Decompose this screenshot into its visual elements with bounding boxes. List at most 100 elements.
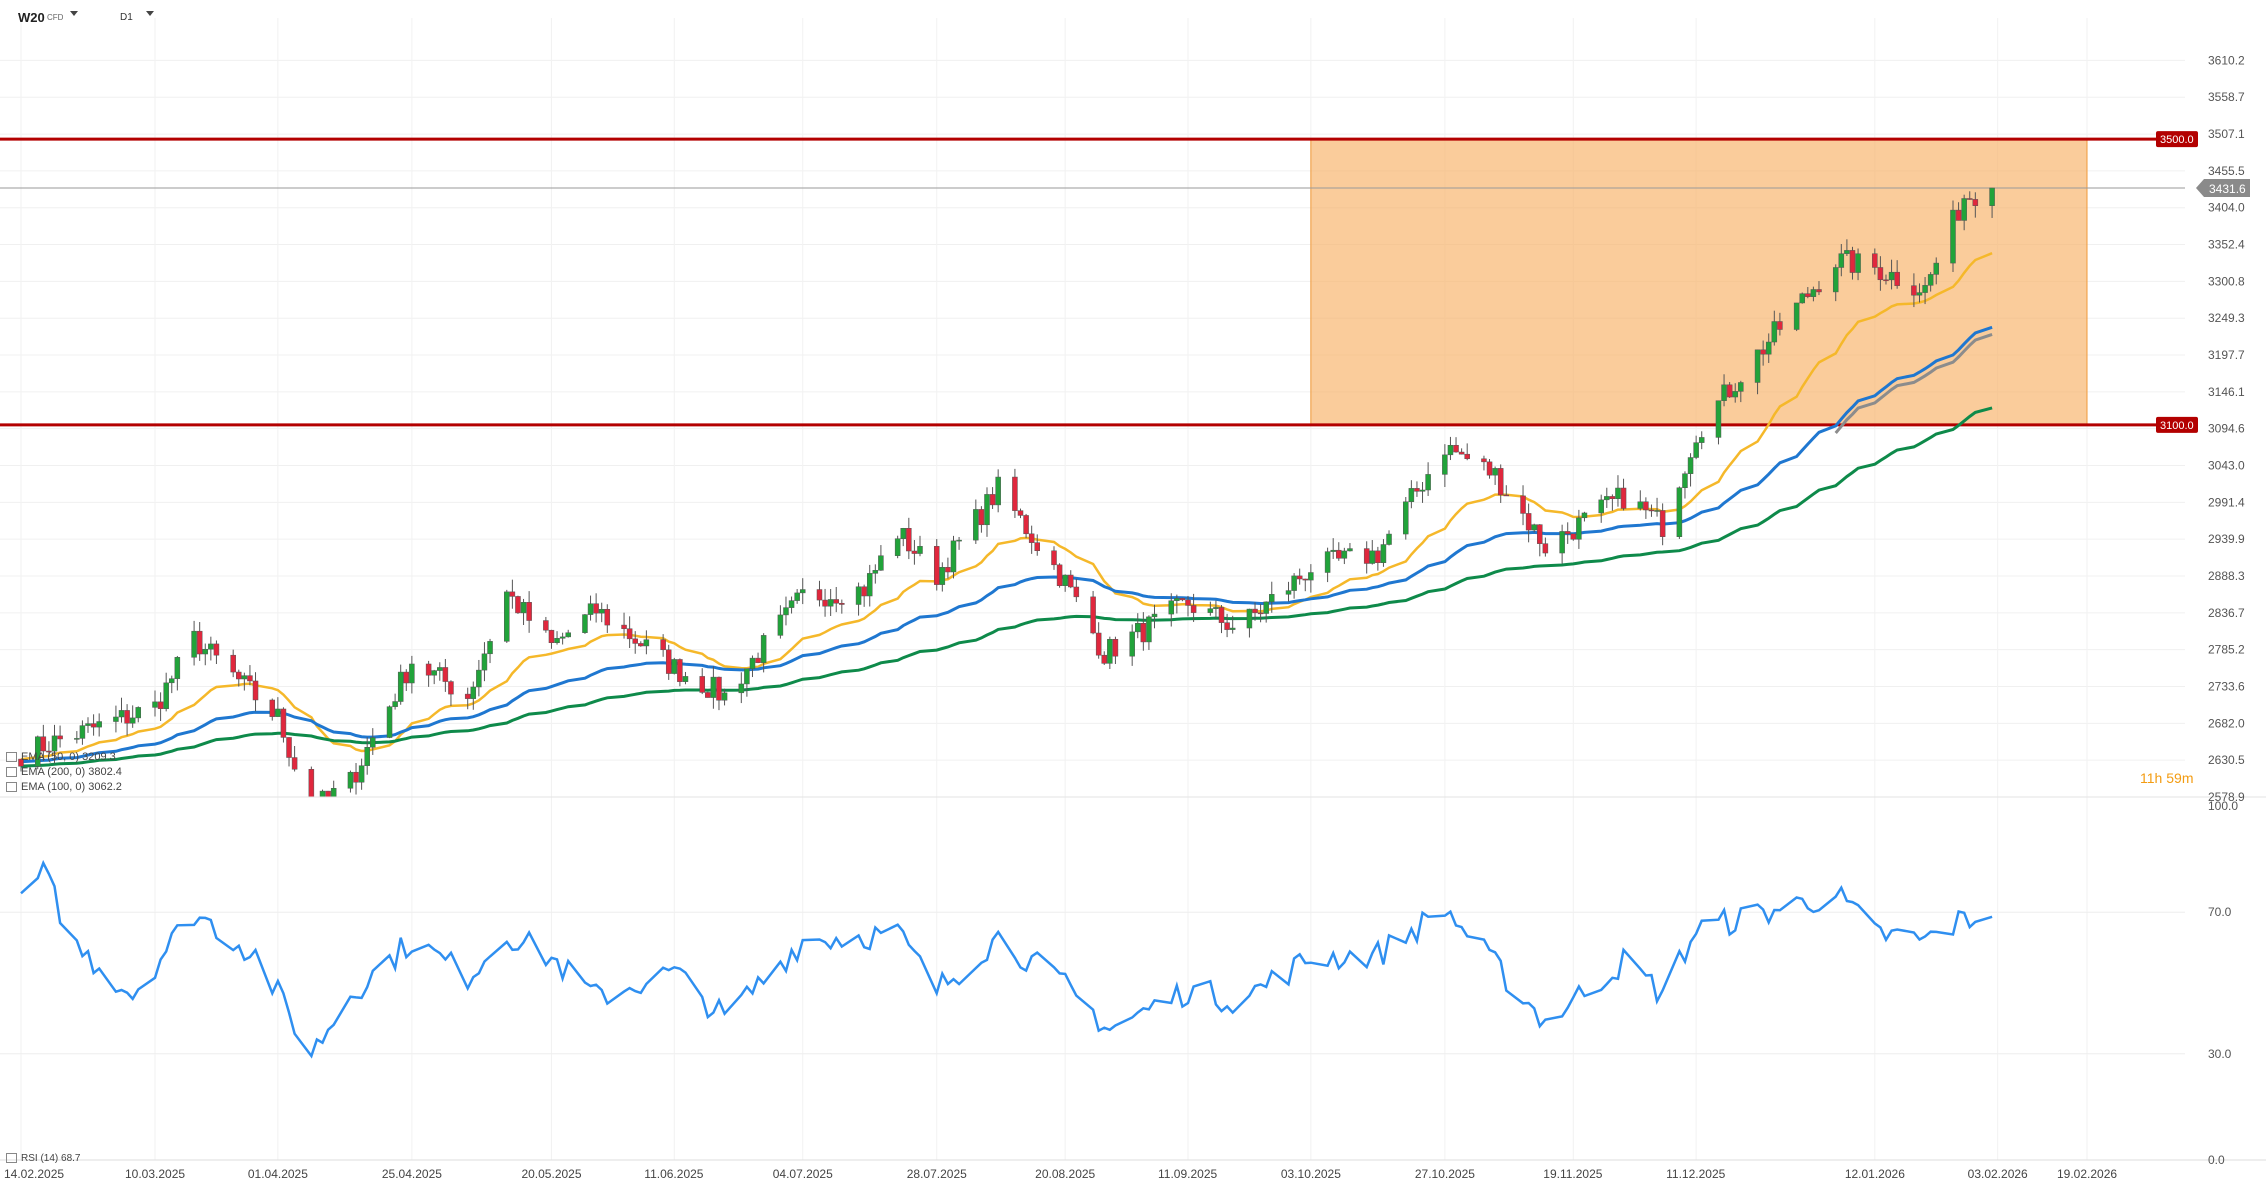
candle-body (665, 649, 672, 674)
legend-rsi-text: RSI (14) 68.7 (21, 1153, 81, 1164)
candle-body (1816, 289, 1822, 293)
candle-body (1888, 271, 1895, 281)
candle-body (1135, 623, 1141, 633)
legend-ema2[interactable]: EMA (200, 0) 3802.4 (6, 766, 122, 778)
countdown-h-unit: h (2154, 770, 2163, 786)
symbol-dropdown-icon[interactable] (70, 11, 78, 16)
candle-body (1542, 543, 1549, 554)
candle-body (995, 476, 1001, 506)
candle-body (660, 639, 666, 651)
y-tick-label: 3094.6 (2208, 422, 2245, 436)
indicator-settings-icon[interactable] (6, 752, 17, 763)
x-tick-label: 01.04.2025 (248, 1167, 308, 1181)
candle-body (1559, 531, 1565, 554)
candle-body (397, 671, 404, 702)
candle-body (1654, 510, 1660, 512)
candle-body (515, 596, 521, 614)
candle-body (777, 614, 784, 636)
candle-body (1140, 623, 1147, 643)
candle-body (124, 710, 130, 724)
symbol-type: CFD (47, 13, 64, 22)
candle-body (46, 750, 52, 753)
candle-body (710, 676, 717, 698)
candle-body (816, 589, 823, 601)
candle-body (1950, 209, 1956, 264)
indicator-settings-icon[interactable] (6, 1153, 17, 1164)
candle-body (1687, 457, 1694, 474)
rsi-tick-label: 0.0 (2208, 1153, 2225, 1167)
indicator-settings-icon[interactable] (6, 767, 17, 778)
legend-ema3[interactable]: EMA (100, 0) 3062.2 (6, 781, 122, 793)
candle-body (1269, 594, 1275, 603)
x-tick-label: 20.08.2025 (1035, 1167, 1095, 1181)
countdown-minutes: 59 (2166, 770, 2182, 786)
candle-body (191, 630, 197, 658)
candle-body (1017, 510, 1024, 516)
candle-body (1721, 384, 1727, 401)
y-tick-label: 2888.3 (2208, 569, 2245, 583)
candle-body (1849, 250, 1856, 273)
candle-body (1520, 495, 1526, 514)
candle-body (118, 710, 125, 718)
candle-body (699, 676, 705, 693)
candle-body (783, 607, 789, 616)
candle-body (721, 692, 728, 701)
candle-body (1464, 453, 1470, 460)
candle-body (51, 735, 58, 752)
symbol-name[interactable]: W20 (18, 10, 45, 25)
candle-body (1023, 515, 1029, 535)
candle-body (705, 692, 711, 698)
candle-body (481, 653, 488, 671)
candle-body (1453, 444, 1459, 453)
candle-body (275, 708, 281, 717)
candle-body (1525, 513, 1532, 531)
candle-body (1341, 550, 1348, 559)
candle-body (526, 602, 532, 621)
candle-body (1062, 574, 1068, 586)
ema-grey-line (1834, 332, 1993, 434)
legend-ema1[interactable]: EMA (50, 0) 3209.3 (6, 751, 116, 763)
candle-body (1838, 253, 1845, 268)
candle-body (548, 629, 555, 644)
candle-body (1738, 382, 1744, 392)
candle-body (1810, 289, 1817, 297)
timeframe-dropdown-icon[interactable] (146, 11, 154, 16)
candle-body (1771, 321, 1778, 343)
candle-body (1101, 654, 1108, 664)
candle-body (1537, 524, 1543, 544)
candle-body (632, 638, 638, 644)
candle-body (1659, 510, 1666, 537)
candle-body (1933, 262, 1939, 275)
candle-body (744, 668, 750, 685)
legend-ema2-text: EMA (200, 0) 3802.4 (21, 766, 122, 778)
candle-body (386, 706, 393, 738)
x-tick-label: 20.05.2025 (521, 1167, 581, 1181)
candle-body (933, 546, 940, 585)
indicator-settings-icon[interactable] (6, 782, 17, 793)
candle-body (906, 528, 912, 552)
candle-body (755, 657, 761, 663)
candle-body (1760, 349, 1766, 355)
candle-body (749, 657, 756, 670)
y-tick-label: 2939.9 (2208, 532, 2245, 546)
horizontal-levels[interactable] (0, 137, 2185, 427)
candle-body (431, 670, 437, 676)
candle-body (716, 676, 722, 701)
candle-body (1604, 496, 1610, 501)
rsi-line (20, 859, 1993, 1059)
candle-body (1056, 564, 1063, 586)
candle-body (945, 567, 951, 573)
candle-body (638, 643, 644, 647)
legend-rsi[interactable]: RSI (14) 68.7 (6, 1153, 80, 1164)
timeframe-label[interactable]: D1 (120, 12, 133, 23)
candle-body (1531, 524, 1537, 531)
countdown-m-unit: m (2181, 770, 2194, 786)
level-tag-label: 3500.0 (2160, 134, 2194, 146)
candle-body (520, 602, 527, 614)
candlesticks (18, 187, 1995, 798)
resistance-zone (1310, 138, 2088, 426)
candle-body (839, 602, 845, 605)
candle-body (1380, 544, 1387, 564)
price-zone (1310, 138, 2088, 426)
